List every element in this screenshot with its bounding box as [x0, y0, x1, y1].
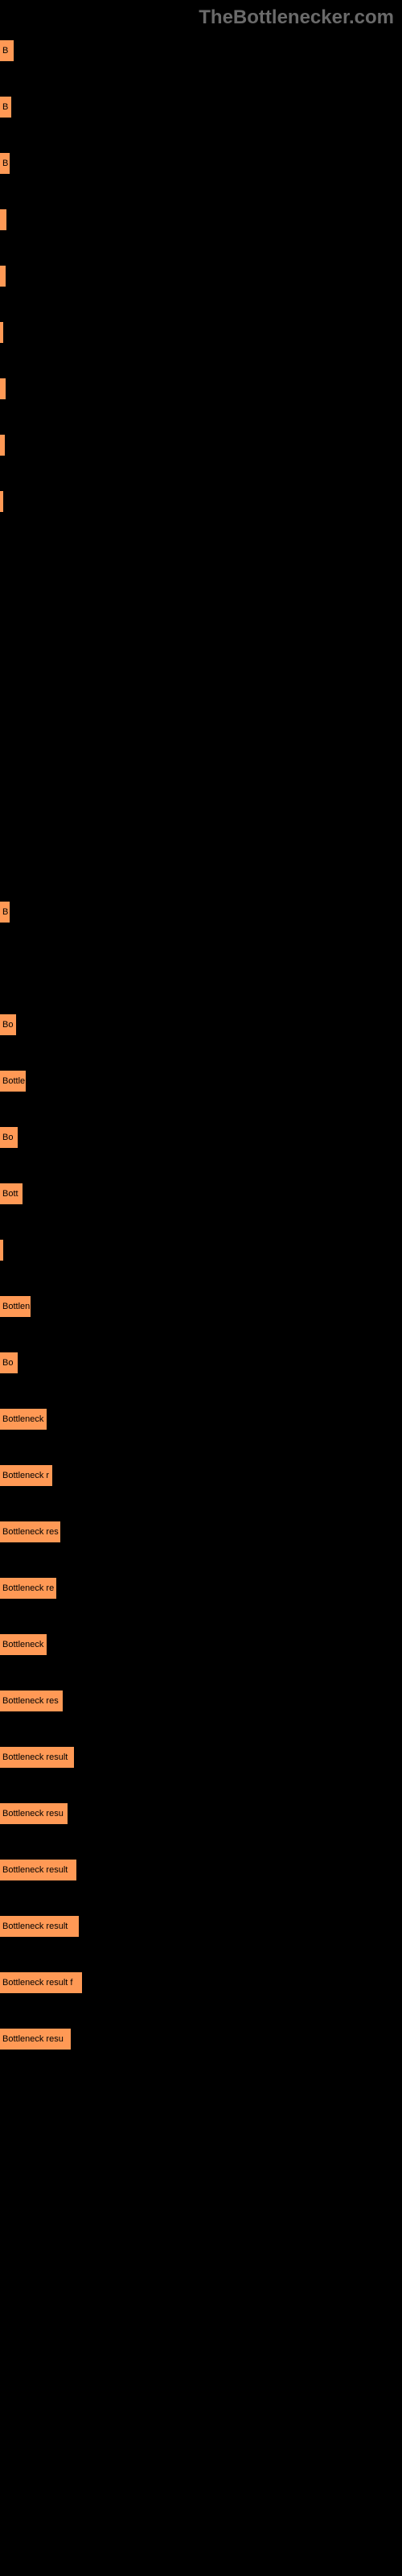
bar-row: [0, 1240, 3, 1261]
bar: Bo: [0, 1127, 18, 1148]
bar-label: B: [2, 102, 8, 112]
bar-row: [0, 378, 6, 399]
bar-label: Bottleneck result f: [2, 1978, 72, 1988]
bar-row: [0, 491, 3, 512]
bar: Bottleneck r: [0, 1465, 52, 1486]
bar-row: Bottleneck res: [0, 1521, 60, 1542]
bar-row: Bo: [0, 1127, 18, 1148]
bar: [0, 1240, 3, 1261]
bar: B: [0, 153, 10, 174]
bar-label: Bottleneck resu: [2, 2034, 64, 2044]
bar: Bottle: [0, 1071, 26, 1092]
bar-row: Bottleneck result: [0, 1860, 76, 1880]
bar-row: [0, 435, 5, 456]
bar: Bottleneck res: [0, 1521, 60, 1542]
bar: [0, 322, 3, 343]
bar: [0, 491, 3, 512]
bar-row: Bottleneck result: [0, 1747, 74, 1768]
bar-row: Bottleneck resu: [0, 1803, 68, 1824]
bar-label: Bottleneck resu: [2, 1809, 64, 1818]
bar-label: Bo: [2, 1020, 13, 1030]
bar-row: Bottleneck r: [0, 1465, 52, 1486]
bar: Bottleneck result: [0, 1916, 79, 1937]
bar-row: Bottleneck result f: [0, 1972, 82, 1993]
bar: Bottleneck resu: [0, 1803, 68, 1824]
bar-label: B: [2, 907, 8, 917]
bar: Bottleneck res: [0, 1690, 63, 1711]
bar-row: [0, 266, 6, 287]
bar-label: Bottleneck re: [2, 1583, 54, 1593]
bar-label: Bottleneck: [2, 1640, 43, 1649]
bar: Bott: [0, 1183, 23, 1204]
bar-row: Bottleneck: [0, 1634, 47, 1655]
bar-label: Bo: [2, 1133, 13, 1142]
bar: B: [0, 40, 14, 61]
watermark-text: TheBottlenecker.com: [199, 6, 394, 29]
bar-label: Bo: [2, 1358, 13, 1368]
bar-row: [0, 322, 3, 343]
bar-label: Bottleneck res: [2, 1527, 59, 1537]
bar-row: B: [0, 902, 10, 923]
bar: Bottleneck result: [0, 1860, 76, 1880]
bar-label: Bottleneck res: [2, 1696, 59, 1706]
bar-row: Bo: [0, 1014, 16, 1035]
bar: [0, 209, 6, 230]
bar-label: Bottleneck result: [2, 1752, 68, 1762]
bar-label: Bottleneck: [2, 1414, 43, 1424]
bar-label: B: [2, 46, 8, 56]
bar: [0, 435, 5, 456]
bar-label: B: [2, 159, 8, 168]
bar-row: Bottleneck re: [0, 1578, 56, 1599]
bar: B: [0, 97, 11, 118]
bar-row: Bo: [0, 1352, 18, 1373]
bar-label: Bottleneck result: [2, 1865, 68, 1875]
bar-label: Bottle: [2, 1076, 25, 1086]
bar-chart: B B B B Bo Bottle Bo Bott Bottlen Bo Bottleneck Bot…: [0, 32, 402, 2576]
bar-row: Bott: [0, 1183, 23, 1204]
bar: Bottleneck result: [0, 1747, 74, 1768]
bar: Bottleneck result f: [0, 1972, 82, 1993]
bar: Bottleneck re: [0, 1578, 56, 1599]
bar-row: Bottle: [0, 1071, 26, 1092]
bar-row: Bottleneck: [0, 1409, 47, 1430]
bar-row: [0, 209, 6, 230]
bar-row: B: [0, 153, 10, 174]
bar-row: Bottlen: [0, 1296, 31, 1317]
bar-label: Bottleneck result: [2, 1922, 68, 1931]
bar-label: Bott: [2, 1189, 18, 1199]
bar: Bottlen: [0, 1296, 31, 1317]
bar: Bottleneck: [0, 1634, 47, 1655]
bar: [0, 378, 6, 399]
bar: Bo: [0, 1014, 16, 1035]
bar-row: Bottleneck resu: [0, 2029, 71, 2050]
bar: Bo: [0, 1352, 18, 1373]
bar: Bottleneck resu: [0, 2029, 71, 2050]
bar: B: [0, 902, 10, 923]
bar-row: Bottleneck result: [0, 1916, 79, 1937]
bar-row: B: [0, 40, 14, 61]
bar-row: Bottleneck res: [0, 1690, 63, 1711]
bar-label: Bottlen: [2, 1302, 30, 1311]
bar-label: Bottleneck r: [2, 1471, 49, 1480]
bar-row: B: [0, 97, 11, 118]
bar: [0, 266, 6, 287]
bar: Bottleneck: [0, 1409, 47, 1430]
